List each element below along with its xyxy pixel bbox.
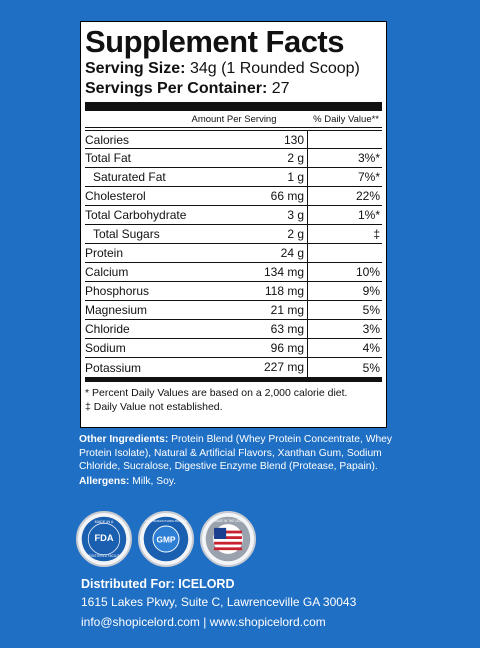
allergens-text: Milk, Soy. (132, 475, 177, 487)
gmp-ring-text: GOOD MANUFACTURING PRACTICE (145, 520, 187, 523)
made-in-usa-seal-icon: MADE IN THE USA (200, 511, 256, 567)
nutrient-row: Calories 130 (85, 130, 382, 149)
nutrient-name: Total Fat (85, 151, 132, 165)
nutrient-row: Total Fat 2 g 3%* (85, 149, 382, 168)
nutrient-name: Sodium (85, 341, 126, 355)
fda-registered-facility-seal-icon: MADE IN A FDA REGISTERED FACILITY (76, 511, 132, 567)
nutrient-daily-value: 3%* (357, 151, 380, 165)
nutrient-row: Magnesium 21 mg 5% (85, 301, 382, 320)
ingredients-text: Protein Blend (Whey Protein Concentrate,… (79, 434, 393, 472)
nutrient-name: Cholesterol (85, 189, 146, 203)
allergens: Allergens: Milk, Soy. (79, 475, 399, 489)
nutrient-row: Total Sugars 2 g ‡ (85, 225, 382, 244)
certification-badges: MADE IN A FDA REGISTERED FACILITY GMP GO… (76, 511, 256, 571)
nutrient-row: Sodium 96 mg 4% (85, 339, 382, 358)
footnote-daily-values: * Percent Daily Values are based on a 2,… (85, 387, 348, 399)
column-header: Amount Per Serving % Daily Value** (85, 111, 382, 128)
usa-ring-text: MADE IN THE USA (214, 519, 242, 523)
gmp-center-text: GMP (156, 535, 175, 545)
nutrient-name: Magnesium (85, 303, 148, 317)
distributor-address: 1615 Lakes Pkwy, Suite C, Lawrenceville … (81, 595, 357, 609)
nutrient-name: Saturated Fat (93, 170, 166, 184)
nutrient-row: Saturated Fat 1 g 7%* (85, 168, 382, 187)
nutrient-name: Total Carbohydrate (85, 208, 187, 222)
servings-label: Servings Per Container: (85, 80, 268, 97)
nutrient-amount: 118 mg (218, 282, 308, 300)
nutrient-name: Potassium (85, 360, 142, 375)
nutrient-daily-value: 4% (362, 341, 380, 355)
servings-value: 27 (271, 80, 290, 97)
nutrient-amount: 1 g (218, 168, 308, 186)
nutrient-amount: 63 mg (218, 320, 308, 338)
nutrient-daily-value: 5% (362, 360, 380, 375)
nutrient-daily-value: ‡ (373, 227, 380, 241)
nutrient-row: Protein 24 g (85, 244, 382, 263)
amount-column-header: Amount Per Serving (191, 113, 277, 125)
distributor-section: Distributed For: ICELORD 1615 Lakes Pkwy… (81, 573, 356, 632)
nutrient-name: Protein (85, 246, 124, 260)
nutrient-name: Calcium (85, 265, 129, 279)
other-ingredients: Other Ingredients: Protein Blend (Whey P… (79, 433, 399, 474)
fda-top-text: MADE IN A (95, 520, 114, 524)
nutrient-daily-value: 5% (362, 303, 380, 317)
servings-per-container: Servings Per Container: 27 (85, 79, 382, 99)
nutrient-daily-value: 10% (355, 265, 380, 279)
nutrient-amount: 134 mg (218, 263, 308, 281)
distributor-heading: Distributed For: ICELORD (81, 577, 235, 591)
nutrient-amount: 24 g (218, 244, 308, 262)
nutrient-amount: 2 g (218, 149, 308, 167)
serving-size-value: 34g (1 Rounded Scoop) (189, 60, 360, 77)
nutrient-name: Calories (85, 132, 130, 147)
nutrient-row: Potassium 227 mg 5% (85, 358, 382, 377)
nutrient-amount: 2 g (218, 225, 308, 243)
nutrient-daily-value: 3% (362, 322, 380, 336)
nutrient-row: Chloride 63 mg 3% (85, 320, 382, 339)
serving-size-label: Serving Size: (85, 60, 186, 77)
nutrient-daily-value: 7%* (357, 170, 380, 184)
nutrient-row: Cholesterol 66 mg 22% (85, 187, 382, 206)
nutrient-daily-value: 9% (362, 284, 380, 298)
daily-value-column-header: % Daily Value** (313, 113, 379, 125)
serving-size: Serving Size: 34g (1 Rounded Scoop) (85, 59, 382, 79)
nutrient-amount: 130 (218, 131, 308, 148)
fda-bottom-text: REGISTERED FACILITY (87, 554, 123, 558)
nutrient-amount: 96 mg (218, 339, 308, 357)
nutrient-name: Phosphorus (85, 284, 150, 298)
nutrient-amount: 66 mg (218, 187, 308, 205)
nutrient-daily-value: 22% (355, 189, 380, 203)
nutrient-amount: 227 mg (218, 358, 308, 377)
thick-divider (85, 102, 382, 111)
nutrient-row: Calcium 134 mg 10% (85, 263, 382, 282)
nutrient-table: Calories 130 Total Fat 2 g 3%* Saturated Fat 1… (85, 130, 382, 377)
footnote-not-established: ‡ Daily Value not established. (85, 401, 223, 413)
nutrient-row: Phosphorus 118 mg 9% (85, 282, 382, 301)
nutrient-amount: 3 g (218, 206, 308, 224)
nutrient-name: Total Sugars (93, 227, 160, 241)
supplement-facts-panel: Supplement Facts Serving Size: 34g (1 Ro… (80, 21, 387, 428)
fda-center-text: FDA (94, 533, 113, 543)
ingredients-label: Other Ingredients: (79, 434, 169, 445)
nutrient-row: Total Carbohydrate 3 g 1%* (85, 206, 382, 225)
distributor-contact: info@shopicelord.com | www.shopicelord.c… (81, 615, 326, 629)
nutrient-daily-value: 1%* (357, 208, 380, 222)
thin-divider (85, 377, 382, 382)
gmp-seal-icon: GMP GOOD MANUFACTURING PRACTICE (138, 511, 194, 567)
nutrient-amount: 21 mg (218, 301, 308, 319)
nutrient-name: Chloride (85, 322, 130, 336)
ingredients-section: Other Ingredients: Protein Blend (Whey P… (79, 433, 399, 488)
panel-title: Supplement Facts (85, 24, 345, 59)
allergens-label: Allergens: (79, 475, 130, 487)
